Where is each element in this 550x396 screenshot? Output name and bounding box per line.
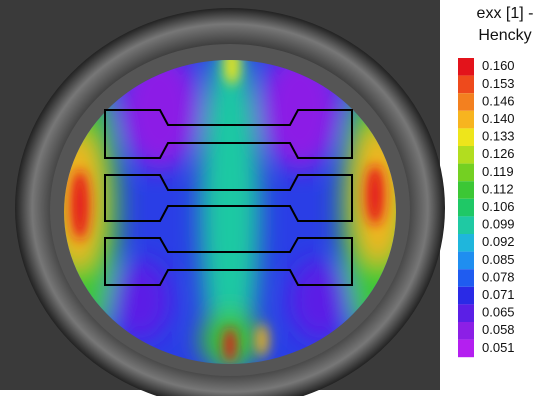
legend-label: 0.058: [482, 322, 515, 337]
legend-label: 0.078: [482, 269, 515, 284]
legend-title: Hencky: [478, 27, 531, 44]
legend-label: 0.106: [482, 199, 515, 214]
legend-swatch: [458, 251, 474, 270]
specimen: [104, 237, 353, 286]
legend-swatch: [458, 304, 474, 322]
legend-label: 0.119: [482, 164, 514, 179]
legend-swatch: [458, 110, 474, 129]
legend-swatch: [458, 163, 474, 182]
legend-swatch: [458, 286, 474, 305]
legend-label: 0.126: [482, 146, 515, 161]
legend-swatch: [458, 93, 474, 111]
legend-swatch: [458, 322, 474, 340]
legend: exx [1] - Hencky 0.160 0.153 0.146 0.140 0.1…: [458, 5, 534, 358]
legend-title: exx [1] -: [477, 5, 534, 22]
legend-swatch: [458, 198, 474, 217]
legend-label: 0.051: [482, 340, 515, 355]
legend-swatch: [458, 269, 474, 287]
legend-swatch: [458, 128, 474, 146]
specimen: [104, 174, 353, 222]
legend-swatch: [458, 58, 474, 76]
legend-label: 0.153: [482, 76, 515, 91]
legend-swatch: [458, 75, 474, 94]
legend-label: 0.146: [482, 93, 515, 108]
legend-label: 0.140: [482, 111, 515, 126]
legend-label: 0.092: [482, 234, 515, 249]
legend-swatch: [458, 339, 474, 358]
legend-label: 0.071: [482, 287, 515, 302]
legend-swatch: [458, 181, 474, 199]
legend-swatch: [458, 216, 474, 234]
legend-label: 0.160: [482, 58, 515, 73]
legend-swatch: [458, 234, 474, 252]
legend-swatch: [458, 146, 474, 164]
legend-label: 0.085: [482, 252, 515, 267]
legend-label: 0.112: [482, 181, 514, 196]
specimen: [104, 109, 353, 159]
specimen-outlines: [104, 109, 353, 286]
photo: [0, 0, 445, 396]
legend-label: 0.099: [482, 217, 515, 232]
legend-label: 0.065: [482, 305, 515, 320]
legend-label: 0.133: [482, 129, 515, 144]
